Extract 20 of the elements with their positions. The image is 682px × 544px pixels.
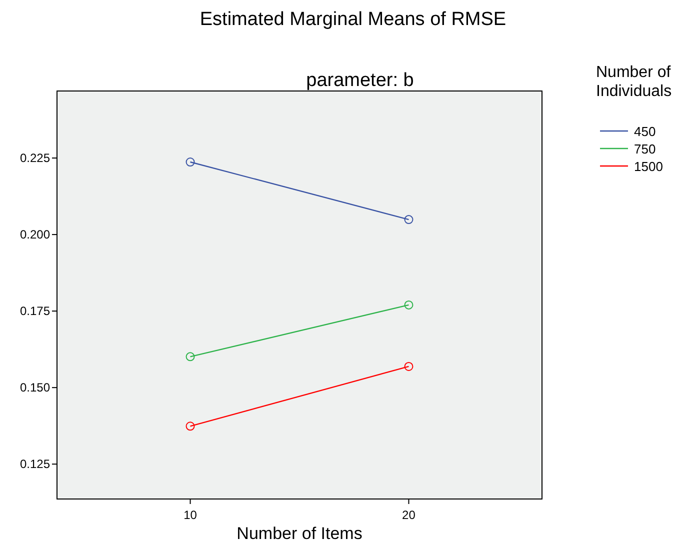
y-tick-label: 0.150 (20, 380, 50, 395)
point (404, 300, 414, 310)
y-tick-label: 0.125 (20, 457, 50, 472)
y-tick-label: 0.200 (20, 228, 50, 242)
legend-label: 1500 (634, 159, 663, 174)
point (404, 362, 414, 371)
legend-label: 750 (634, 142, 656, 156)
point (404, 215, 414, 224)
chart-title: Estimated Marginal Means of RMSE (200, 9, 506, 30)
chart-subtitle: parameter: b (306, 70, 414, 91)
x-tick-label: 10 (184, 508, 198, 522)
point (186, 158, 195, 167)
x-axis-title: Number of Items (236, 524, 362, 543)
point (186, 352, 195, 362)
y-tick-label: 0.175 (20, 304, 50, 318)
x-tick-label: 20 (402, 508, 416, 522)
point (186, 422, 195, 431)
y-tick-label: 0.225 (20, 151, 50, 166)
legend-title: Number of Individuals (596, 64, 672, 100)
legend-label: 450 (634, 124, 656, 139)
